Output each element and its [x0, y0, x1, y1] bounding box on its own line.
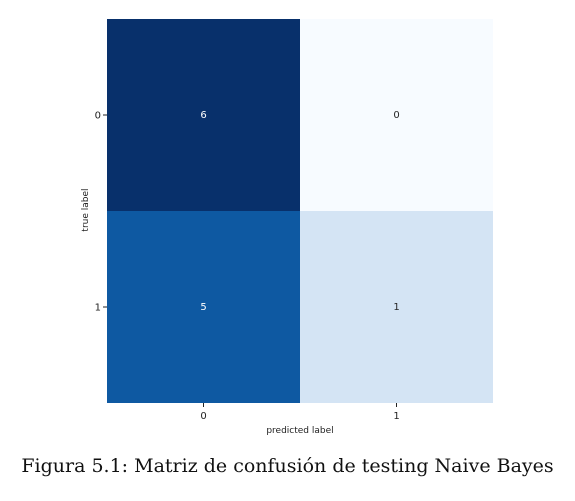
heatmap-cell-1-0 — [107, 211, 300, 403]
heatmap-cell-0-1 — [300, 19, 493, 211]
cell-value-label: 6 — [200, 110, 206, 121]
y-axis-label: true label — [81, 188, 91, 231]
y-axis-ticks: 01 — [95, 111, 107, 314]
x-tick-label: 0 — [200, 411, 206, 422]
cell-value-label: 1 — [393, 302, 399, 313]
cell-value-label: 0 — [393, 110, 399, 121]
cell-value-labels: 6 0 5 1 — [200, 110, 399, 313]
heatmap-cell-1-1 — [300, 211, 493, 403]
x-axis-label: predicted label — [266, 426, 333, 436]
x-tick-label: 1 — [393, 411, 399, 422]
figure-caption: Figura 5.1: Matriz de confusión de testi… — [21, 455, 554, 477]
heatmap-cell-0-0 — [107, 19, 300, 211]
cell-value-label: 5 — [200, 302, 206, 313]
y-tick-label: 1 — [95, 303, 101, 314]
y-tick-label: 0 — [95, 111, 101, 122]
heatmap-cells — [107, 19, 493, 403]
